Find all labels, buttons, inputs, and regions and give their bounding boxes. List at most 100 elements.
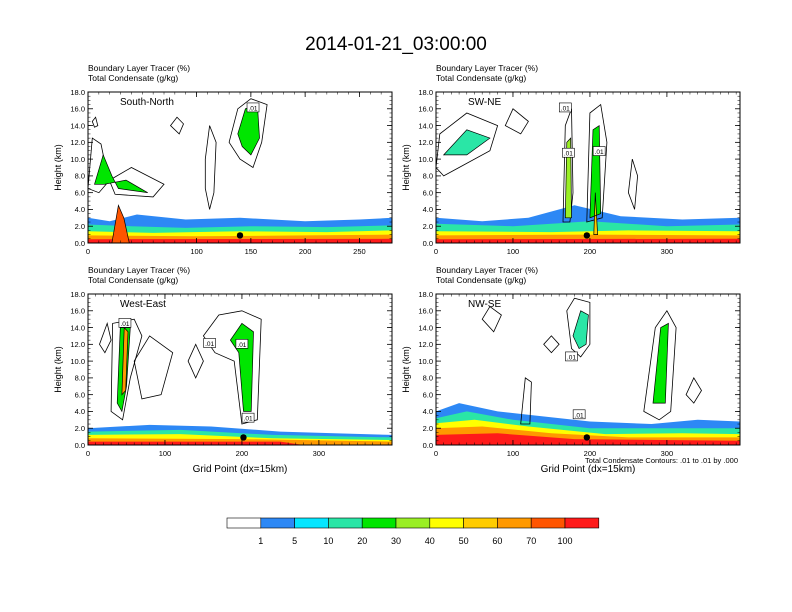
- plot-area: .01 .01: [436, 294, 740, 445]
- y-tick-label: 10.0: [70, 357, 85, 366]
- condensate-contour: [627, 158, 639, 210]
- x-tick-label: 0: [86, 449, 90, 458]
- panel-subtitle-condensate: Total Condensate (g/kg): [436, 275, 526, 285]
- y-tick-label: 16.0: [70, 105, 85, 114]
- y-tick-label: 12.0: [418, 138, 433, 147]
- condensate-contour: [543, 335, 560, 354]
- y-tick-label: 16.0: [418, 105, 433, 114]
- y-tick-label: 0.0: [423, 441, 433, 450]
- condensate-contour: [504, 108, 529, 135]
- tracer-fill-region: [436, 238, 740, 243]
- y-tick-label: 18.0: [418, 88, 433, 97]
- condensate-contour: [586, 103, 608, 223]
- contour-label-box: [572, 409, 586, 420]
- condensate-contour: [593, 192, 598, 235]
- x-tick-label: 300: [313, 449, 326, 458]
- y-tick-label: 14.0: [418, 121, 433, 130]
- tracer-fill-region: [593, 192, 598, 235]
- x-tick-label: 100: [190, 247, 203, 256]
- colorbar-label: 20: [357, 536, 367, 546]
- contour-label: .01: [237, 342, 246, 349]
- colorbar-swatch: [564, 517, 600, 529]
- x-tick-label: 100: [507, 247, 520, 256]
- location-marker: [240, 434, 247, 441]
- panel-4: .01 .01 0.0 2.0 4.0 6.0 8.0 10.0 12.0 14.0 16.0 18.…: [401, 265, 741, 475]
- panel-2: .01 .01 .01 0.0 2.0 4.0 6.0 8.0 10.0 12.0 14.0 16.0…: [401, 63, 741, 256]
- condensate-contour: [202, 310, 262, 425]
- tracer-fill-region: [565, 138, 572, 218]
- x-tick-label: 250: [353, 247, 366, 256]
- y-tick-label: 18.0: [70, 88, 85, 97]
- panel-subtitle-tracer: Boundary Layer Tracer (%): [436, 63, 538, 73]
- y-tick-label: 4.0: [423, 205, 433, 214]
- colorbar-label: 5: [292, 536, 297, 546]
- tracer-fill-region: [573, 310, 589, 349]
- contour-label-box: [558, 102, 572, 113]
- contour-label: .01: [120, 321, 129, 328]
- y-tick-label: 0.0: [75, 239, 85, 248]
- x-tick-label: 300: [661, 449, 674, 458]
- y-tick-label: 10.0: [70, 155, 85, 164]
- colorbar-swatch: [497, 517, 532, 529]
- x-tick-label: 200: [584, 247, 597, 256]
- x-tick-label: 0: [434, 449, 438, 458]
- colorbar-label: 30: [391, 536, 401, 546]
- y-tick-label: 6.0: [75, 390, 85, 399]
- condensate-contour: [116, 327, 131, 413]
- x-tick-label: 100: [507, 449, 520, 458]
- location-marker: [583, 232, 591, 239]
- condensate-contour: [572, 310, 589, 349]
- contour-label-box: [565, 351, 578, 362]
- condensate-contour: [643, 310, 677, 421]
- condensate-contour: [228, 98, 268, 169]
- location-marker: [236, 232, 244, 239]
- contour-label: .01: [567, 354, 576, 361]
- contour-label-box: [235, 339, 249, 349]
- y-tick-label: 8.0: [423, 172, 433, 181]
- y-tick-label: 18.0: [70, 290, 85, 299]
- y-tick-label: 4.0: [75, 205, 85, 214]
- x-axis-label: Grid Point (dx=15km): [541, 464, 636, 475]
- x-tick-label: 100: [159, 449, 172, 458]
- y-axis-label: Height (km): [53, 144, 63, 191]
- x-axis-label: Grid Point (dx=15km): [193, 464, 288, 475]
- y-tick-label: 14.0: [70, 323, 85, 332]
- colorbar-swatch: [463, 517, 498, 529]
- condensate-contour: [111, 204, 130, 243]
- contour-label-box: [246, 102, 260, 113]
- condensate-contour: [121, 326, 129, 396]
- colorbar-swatch: [361, 517, 397, 529]
- colorbar-swatch: [395, 517, 431, 529]
- y-tick-label: 0.0: [423, 239, 433, 248]
- y-tick-label: 16.0: [70, 307, 85, 316]
- condensate-contour: [187, 343, 204, 379]
- condensate-contour: [133, 335, 174, 400]
- condensate-contour: [99, 322, 112, 354]
- y-tick-label: 4.0: [75, 407, 85, 416]
- y-axis-label: Height (km): [401, 144, 411, 191]
- condensate-contour: [520, 377, 532, 425]
- x-tick-label: 150: [245, 247, 258, 256]
- footnote: Total Condensate Contours: .01 to .01 by…: [585, 456, 738, 465]
- contour-label-box: [118, 318, 132, 328]
- colorbar-label: 40: [425, 536, 435, 546]
- plot-area: .01 .01 .01: [436, 92, 740, 243]
- tracer-fill-region: [111, 205, 130, 243]
- colorbar-label: 1: [258, 536, 263, 546]
- y-tick-label: 8.0: [75, 374, 85, 383]
- colorbar-swatch: [294, 517, 329, 529]
- y-tick-label: 6.0: [75, 188, 85, 197]
- y-tick-label: 18.0: [418, 290, 433, 299]
- location-marker: [583, 434, 591, 441]
- condensate-contour: [566, 297, 591, 358]
- plot-area: .01: [88, 92, 392, 243]
- tracer-fill-region: [436, 433, 740, 445]
- condensate-contour: [204, 125, 217, 210]
- contour-label: .01: [595, 149, 604, 156]
- condensate-contour: [91, 116, 99, 128]
- panel-label: West-East: [120, 299, 166, 310]
- contour-label: .01: [205, 341, 214, 348]
- condensate-contour: [589, 124, 602, 219]
- colorbar-label: 100: [557, 536, 572, 546]
- contour-label-box: [241, 412, 255, 423]
